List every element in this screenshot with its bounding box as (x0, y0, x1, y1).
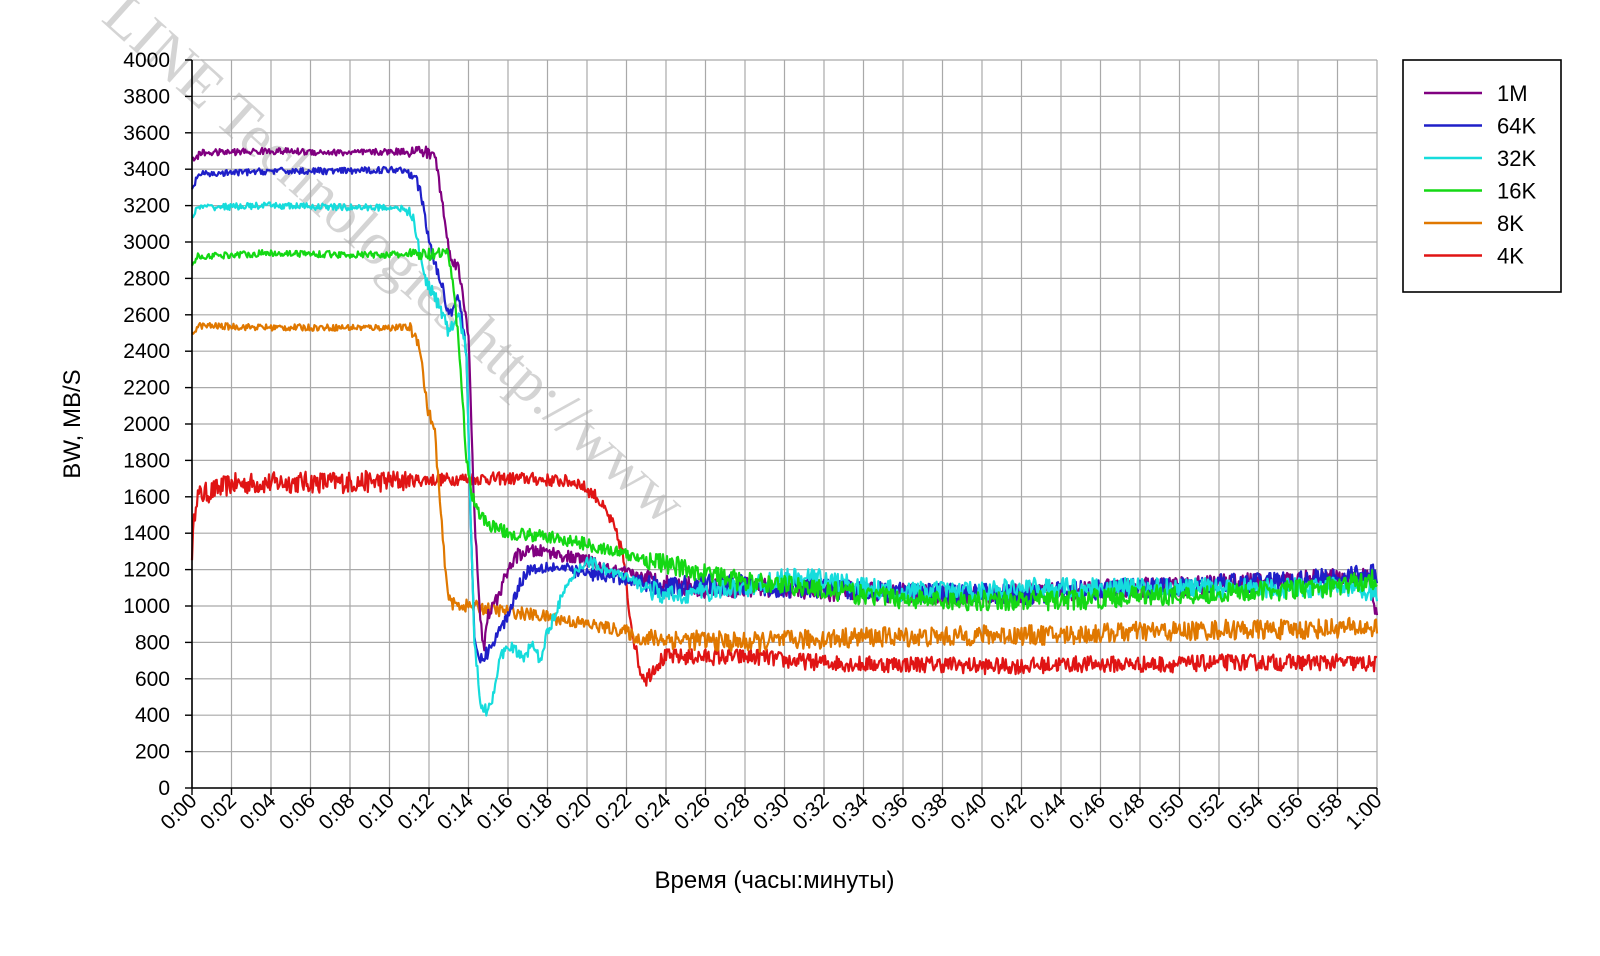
y-tick-label: 200 (135, 741, 170, 764)
x-axis-title: Время (часы:минуты) (654, 867, 894, 894)
y-tick-label: 1000 (123, 595, 170, 618)
legend-label-4k: 4K (1497, 244, 1524, 269)
y-tick-label: 3600 (123, 122, 170, 145)
y-axis-title: BW, MB/S (59, 369, 86, 478)
series-line-16k (191, 247, 1378, 612)
y-tick-label: 800 (135, 631, 170, 654)
y-tick-label: 2400 (123, 340, 170, 363)
legend-label-32k: 32K (1497, 146, 1536, 171)
series-line-4k (190, 469, 1378, 687)
y-tick-label: 4000 (123, 49, 170, 72)
y-tick-label: 1200 (123, 559, 170, 582)
y-tick-label: 3800 (123, 85, 170, 108)
y-tick-label: 3000 (123, 231, 170, 254)
y-tick-label: 0 (158, 777, 170, 800)
y-tick-label: 3200 (123, 195, 170, 218)
y-tick-label: 1800 (123, 449, 170, 472)
y-tick-label: 3400 (123, 158, 170, 181)
legend-box (1402, 59, 1562, 293)
y-tick-label: 400 (135, 704, 170, 727)
y-tick-label: 2000 (123, 413, 170, 436)
legend-label-8k: 8K (1497, 211, 1524, 236)
y-tick-labels: 0 200 400 600 800 1000 1200 1400 1600 1800 2000 220… (123, 49, 192, 800)
y-tick-label: 2800 (123, 267, 170, 290)
legend: 1M 64K 32K 16K 8K 4K (1402, 59, 1562, 293)
grid-lines (191, 59, 1378, 789)
legend-label-1m: 1M (1497, 81, 1528, 106)
y-tick-label: 600 (135, 668, 170, 691)
legend-label-64k: 64K (1497, 114, 1536, 139)
series-lines (190, 145, 1379, 717)
y-tick-label: 1600 (123, 486, 170, 509)
y-tick-label: 2200 (123, 377, 170, 400)
series-line-8k (191, 322, 1379, 653)
y-tick-label: 1400 (123, 522, 170, 545)
legend-label-16k: 16K (1497, 179, 1536, 204)
y-tick-label: 2600 (123, 304, 170, 327)
